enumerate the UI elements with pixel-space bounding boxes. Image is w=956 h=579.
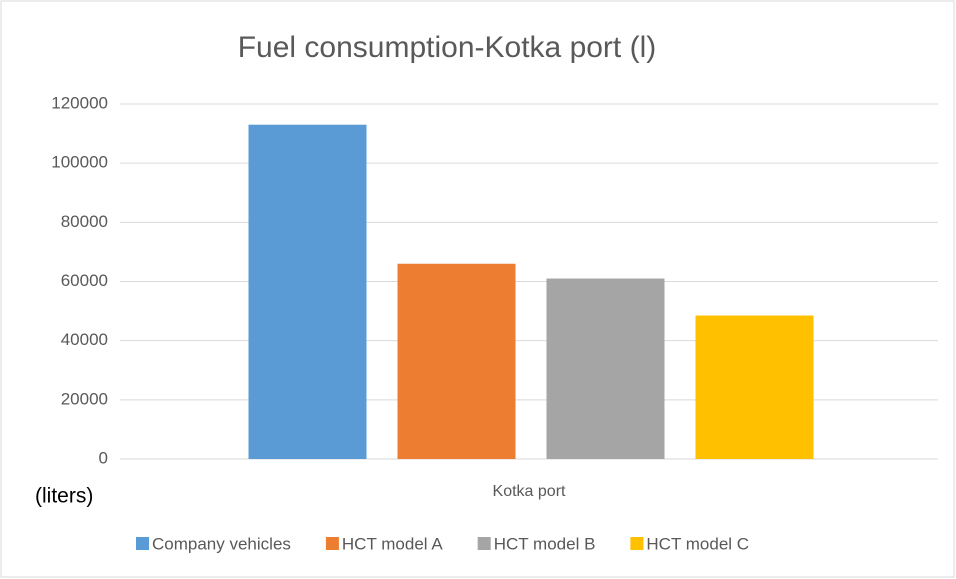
legend-swatch <box>630 537 644 550</box>
bar <box>248 124 367 459</box>
legend-swatch <box>477 537 491 550</box>
y-tick-label: 0 <box>99 448 108 467</box>
y-tick-label: 40000 <box>61 330 108 349</box>
chart-title: Fuel consumption-Kotka port (l) <box>238 31 657 64</box>
legend-label: HCT model B <box>494 534 596 553</box>
bar <box>546 278 665 459</box>
bar <box>695 315 814 459</box>
bar <box>397 263 516 459</box>
y-tick-label: 80000 <box>61 212 108 231</box>
legend-label: HCT model A <box>342 534 443 553</box>
y-tick-label: 120000 <box>51 93 108 112</box>
legend-label: Company vehicles <box>152 534 291 553</box>
legend-swatch <box>325 537 339 550</box>
legend-label: HCT model C <box>646 534 749 553</box>
y-tick-label: 100000 <box>51 153 108 172</box>
y-tick-label: 60000 <box>61 271 108 290</box>
x-tick-label: Kotka port <box>493 483 566 500</box>
y-tick-label: 20000 <box>61 389 108 408</box>
legend-swatch <box>136 537 149 550</box>
y-axis-label: (liters) <box>35 485 93 508</box>
